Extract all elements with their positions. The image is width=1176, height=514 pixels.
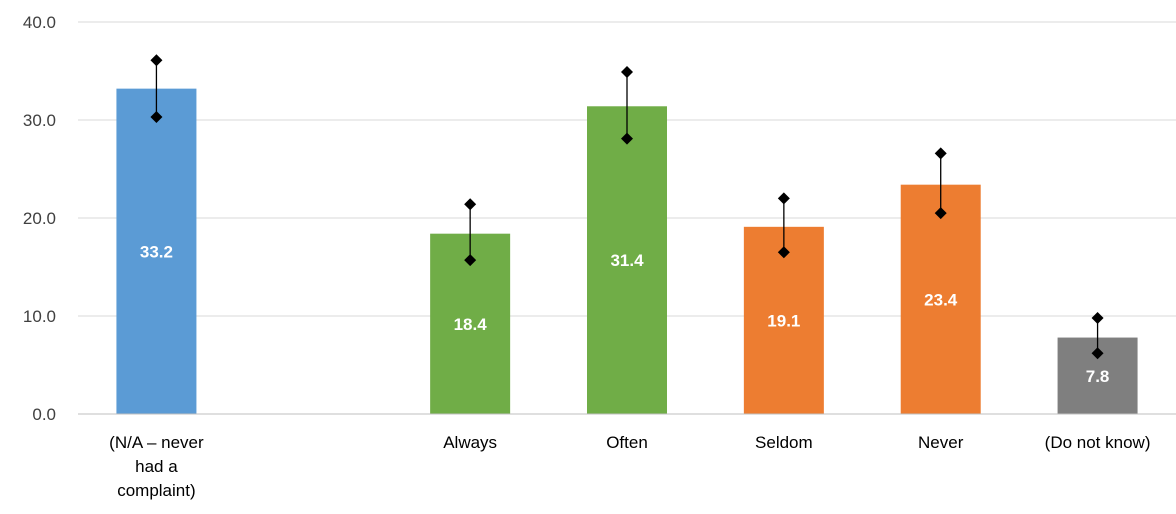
x-tick-label: complaint) <box>117 481 195 500</box>
bar <box>900 184 981 414</box>
bar <box>116 88 197 414</box>
x-tick-label: Never <box>918 433 964 452</box>
x-tick-label: (N/A – never <box>109 433 204 452</box>
x-tick-label: Often <box>606 433 648 452</box>
error-low-marker <box>777 246 790 259</box>
bars <box>116 88 1138 414</box>
error-high-marker <box>777 192 790 205</box>
error-low-marker <box>621 132 633 145</box>
error-high-marker <box>621 65 633 78</box>
error-low-marker <box>934 207 947 220</box>
error-low-marker <box>464 254 477 267</box>
data-label: 19.1 <box>767 311 800 330</box>
y-tick-label: 30.0 <box>23 111 56 130</box>
x-tick-label: had a <box>135 457 178 476</box>
error-high-marker <box>150 54 163 67</box>
x-axis: (N/A – never had a complaint) Always Often Se… <box>78 413 1176 500</box>
error-low-marker <box>1091 347 1104 360</box>
error-high-marker <box>464 198 477 211</box>
data-label: 33.2 <box>140 242 173 261</box>
bar <box>587 106 667 414</box>
x-tick-label: Always <box>443 433 497 452</box>
x-tick-label: Seldom <box>755 433 813 452</box>
y-tick-label: 20.0 <box>23 209 56 228</box>
y-tick-label: 10.0 <box>23 307 56 326</box>
data-label: 18.4 <box>454 315 488 334</box>
data-label: 31.4 <box>610 251 644 270</box>
error-high-marker <box>1091 311 1104 324</box>
data-labels: 33.2 18.4 31.4 19.1 23.4 7.8 <box>140 242 1110 385</box>
error-low-marker <box>150 111 163 124</box>
y-tick-label: 0.0 <box>32 405 56 424</box>
error-bars <box>150 54 1104 360</box>
error-high-marker <box>934 147 947 160</box>
y-axis: 0.0 10.0 20.0 30.0 40.0 <box>23 13 56 424</box>
y-tick-label: 40.0 <box>23 13 56 32</box>
data-label: 7.8 <box>1086 367 1110 386</box>
data-label: 23.4 <box>924 290 958 309</box>
x-tick-label: (Do not know) <box>1045 433 1151 452</box>
